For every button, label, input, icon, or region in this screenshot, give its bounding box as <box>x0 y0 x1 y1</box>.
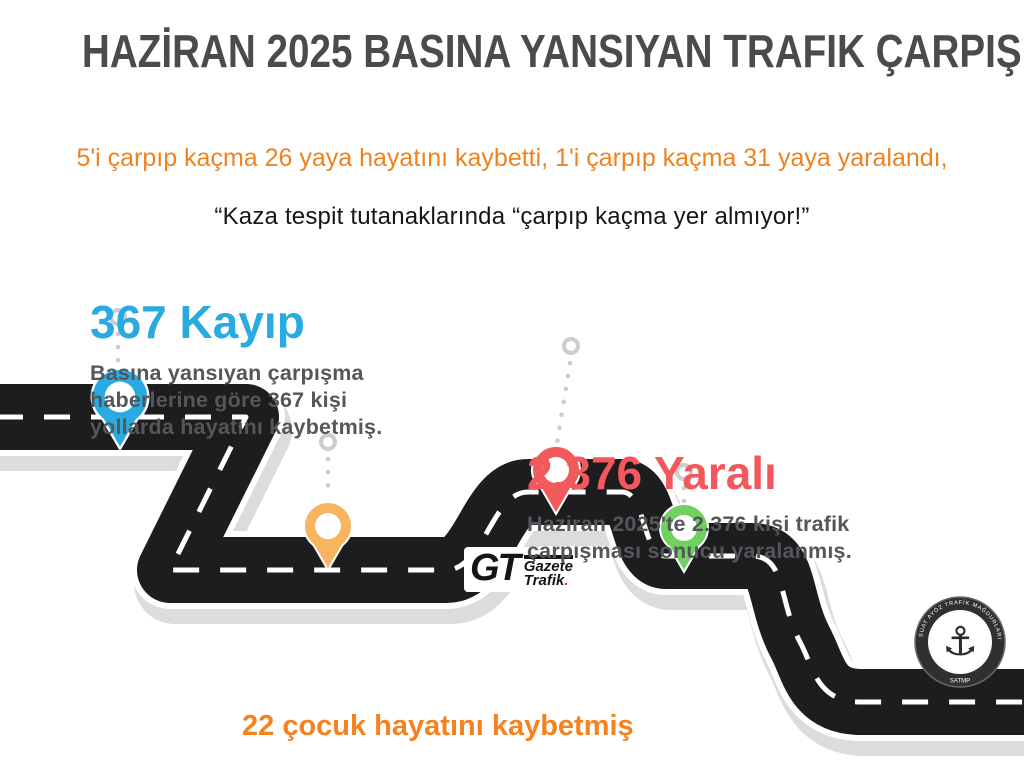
gt-logo-name-line2: Trafik. <box>523 572 573 589</box>
page-title: HAZİRAN 2025 BASINA YANSIYAN TRAFIK ÇARP… <box>81 25 1024 77</box>
gt-logo-red-dot: . <box>564 572 569 589</box>
connector-ring-red <box>562 337 580 355</box>
pin-red <box>530 445 582 516</box>
subtitle-quote: “Kaza tespit tutanaklarında “çarpıp kaçm… <box>214 203 810 230</box>
injured-heading: 2.376 Yaralı <box>527 447 777 499</box>
deaths-body-line: Basına yansıyan çarpışma <box>90 361 364 385</box>
pin-yellow <box>302 501 354 572</box>
stat-injured-section: 2.376 Yaralı Haziran 2025'te 2.376 kişi … <box>527 446 1024 565</box>
emblem-abbr: SATMP <box>950 679 970 685</box>
gt-logo-mark: GT <box>470 547 521 589</box>
connector-dots-red <box>554 360 573 446</box>
gt-logo-name: Gazete Trafik. <box>523 555 573 589</box>
injured-body-line: çarpışması sonucu yaralanmış. <box>527 539 852 563</box>
children-heading: 22 çocuk hayatını kaybetmiş <box>242 710 634 742</box>
connector-ring-yellow <box>319 433 337 451</box>
gt-logo-name-line1: Gazete <box>523 558 573 575</box>
injured-body-line: Haziran 2025'te 2.376 kişi trafik <box>527 512 850 536</box>
road-centerline <box>0 414 1024 705</box>
anchor-icon: ⚓ <box>942 619 978 665</box>
platform-emblem: ⚓ SATMP SUAT AYÖZ TRAFİK MAĞDURLARI PLAT… <box>914 596 1006 688</box>
gazete-trafik-logo: GT Gazete Trafik. <box>464 547 581 592</box>
connector-ring-green <box>675 463 693 481</box>
pin-green <box>658 503 710 574</box>
deaths-body-line: haberlerine göre 367 kişi <box>90 388 348 412</box>
subtitle-pedestrians: 5'i çarpıp kaçma 26 yaya hayatını kaybet… <box>76 144 948 172</box>
gt-logo-trafik: Trafik <box>523 572 565 589</box>
stat-deaths-section: 367 Kayıp Basına yansıyan çarpışma haber… <box>90 295 1024 441</box>
pin-blue <box>90 367 150 452</box>
connector-ring-blue <box>109 308 127 326</box>
deaths-heading: 367 Kayıp <box>90 296 305 348</box>
deaths-body-line: yollarda hayatını kaybetmiş. <box>90 415 383 439</box>
